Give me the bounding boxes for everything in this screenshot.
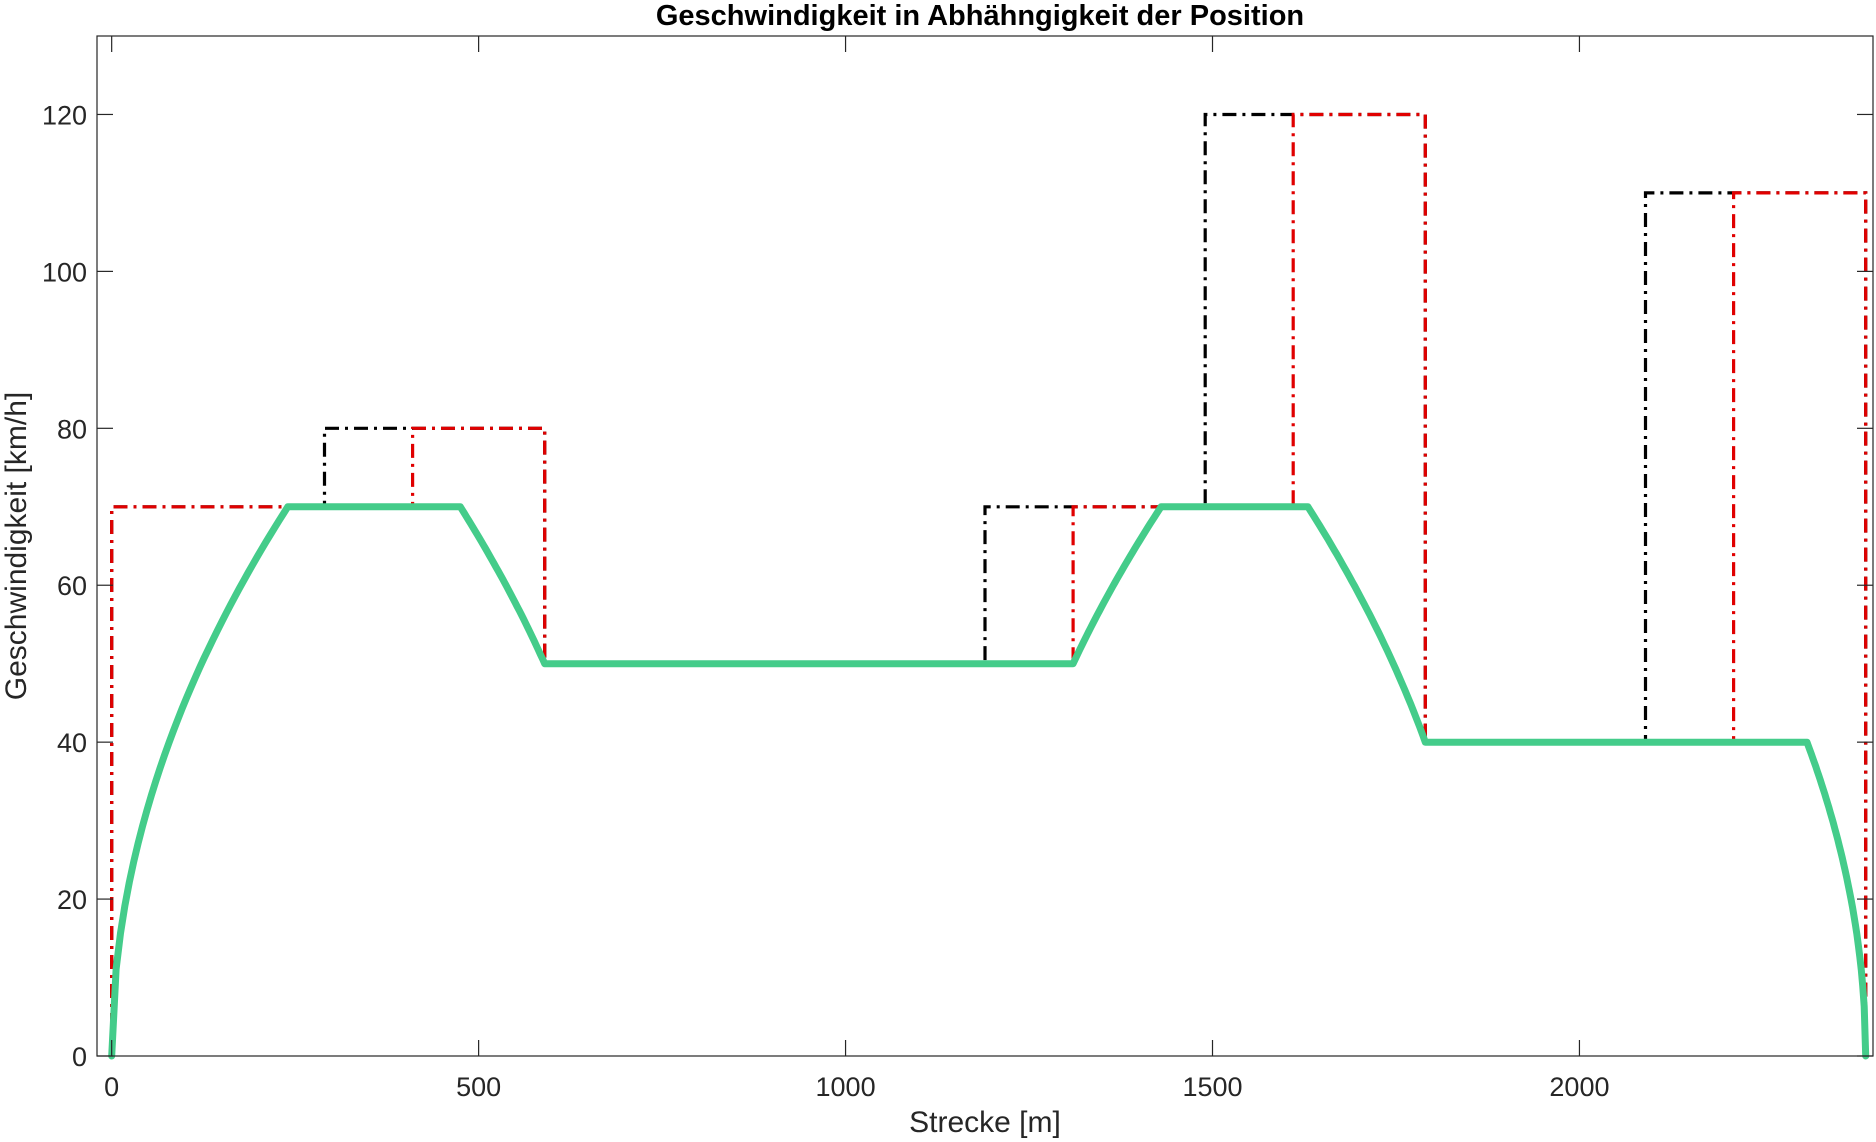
series-layer: [108, 112, 1870, 1060]
y-axis-label: Geschwindigkeit [km/h]: [0, 392, 33, 700]
y-tick-label: 80: [57, 414, 87, 444]
series-2-line: [110, 112, 1868, 1056]
series-3-line: [108, 503, 1870, 1060]
x-tick-label: 500: [456, 1072, 501, 1102]
x-axis-label: Strecke [m]: [909, 1106, 1061, 1139]
y-tick-label: 120: [42, 100, 87, 130]
y-tick-label: 40: [57, 728, 87, 758]
x-tick-label: 2000: [1549, 1072, 1609, 1102]
series-1-line: [110, 112, 1868, 1056]
y-tick-label: 60: [57, 571, 87, 601]
x-tick-label: 1500: [1182, 1072, 1242, 1102]
chart-title: Geschwindigkeit in Abhähngigkeit der Pos…: [656, 0, 1304, 32]
y-tick-label: 20: [57, 885, 87, 915]
axes-box: [96, 35, 1874, 1057]
x-tick-label: 1000: [816, 1072, 876, 1102]
ticks-layer: 0 500 1000 1500 2000 0 20 40 60 80 100 120: [42, 36, 1873, 1102]
y-tick-label: 0: [72, 1042, 87, 1072]
y-tick-label: 100: [42, 257, 87, 287]
x-tick-label: 0: [104, 1072, 119, 1102]
